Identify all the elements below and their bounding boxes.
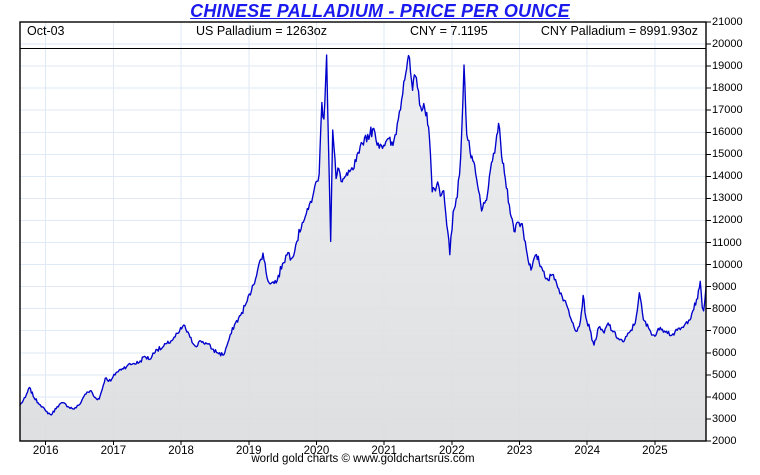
- y-tick-label: 15000: [712, 148, 743, 161]
- y-tick-label: 10000: [712, 258, 743, 271]
- x-tick-label: 2022: [439, 445, 465, 457]
- y-tick-label: 18000: [712, 82, 743, 95]
- cny-rate-label: CNY = 7.1195: [410, 24, 488, 38]
- y-tick-label: 8000: [712, 302, 737, 315]
- x-tick-label: 2021: [371, 445, 397, 457]
- axis-ticks: [45, 21, 711, 445]
- last-date-label: Oct-03: [27, 24, 65, 38]
- x-tick-label: 2023: [506, 445, 533, 457]
- y-tick-label: 17000: [712, 104, 743, 117]
- x-tick-label: 2025: [642, 445, 668, 457]
- y-tick-label: 13000: [712, 192, 743, 205]
- y-tick-label: 11000: [712, 236, 742, 249]
- y-tick-label: 21000: [712, 16, 743, 28]
- y-tick-label: 3000: [712, 412, 737, 425]
- chart-title: CHINESE PALLADIUM - PRICE PER OUNCE: [190, 1, 570, 21]
- plot-border: [19, 21, 707, 442]
- x-tick-label: 2018: [168, 445, 194, 457]
- y-tick-label: 6000: [712, 346, 737, 359]
- y-tick-label: 7000: [712, 324, 737, 337]
- y-tick-label: 19000: [712, 60, 743, 73]
- price-area-fill: [20, 55, 706, 441]
- us-palladium-label: US Palladium = 1263oz: [196, 24, 327, 38]
- footer-credit: world gold charts © www.goldchartsrus.co…: [251, 453, 475, 465]
- y-tick-label: 14000: [712, 170, 743, 183]
- y-tick-label: 20000: [712, 38, 743, 51]
- x-tick-label: 2017: [100, 445, 127, 457]
- y-tick-label: 4000: [712, 390, 737, 403]
- y-tick-label: 2000: [712, 435, 737, 447]
- cny-palladium-label: CNY Palladium = 8991.93oz: [540, 24, 698, 38]
- y-tick-label: 12000: [712, 214, 743, 227]
- x-tick-label: 2016: [32, 445, 59, 457]
- y-tick-label: 5000: [712, 368, 737, 381]
- x-tick-label: 2024: [574, 445, 600, 457]
- y-tick-label: 9000: [712, 280, 737, 293]
- price-line: [19, 54, 707, 416]
- x-tick-label: 2020: [303, 445, 330, 457]
- y-tick-label: 16000: [712, 126, 743, 139]
- x-tick-label: 2019: [235, 445, 262, 457]
